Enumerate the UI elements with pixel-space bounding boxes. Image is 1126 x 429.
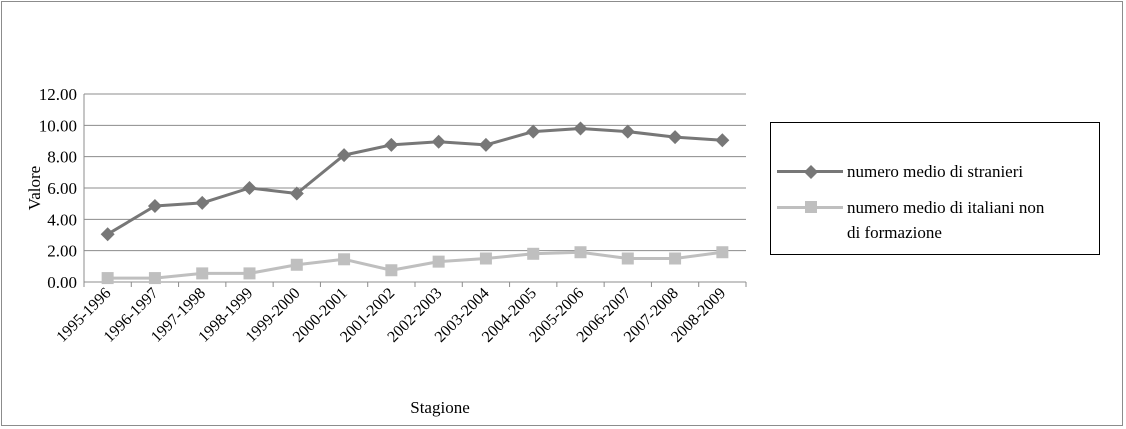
y-axis-label: Valore: [25, 166, 44, 210]
series-line: [107, 250, 723, 280]
data-point: [385, 264, 398, 277]
y-tick-labels: 0.00 2.00 4.00 6.00 8.00 10.00 12.00: [39, 85, 77, 292]
data-point: [338, 253, 351, 266]
series-layer: [100, 121, 730, 285]
data-point: [337, 148, 352, 163]
y-tick-label: 6.00: [47, 179, 77, 198]
data-point: [431, 134, 446, 149]
square-marker-icon: [805, 201, 817, 213]
data-point: [147, 199, 162, 214]
data-point: [290, 258, 303, 271]
data-point: [620, 124, 635, 139]
series-line: [106, 126, 723, 236]
data-point: [196, 267, 209, 280]
y-tick-label: 0.00: [47, 273, 77, 292]
y-tick-label: 10.00: [39, 116, 77, 135]
x-axis-label: Stagione: [410, 398, 470, 417]
y-tick-label: 4.00: [47, 210, 77, 229]
data-point: [573, 121, 588, 136]
x-tick-labels: 1995-19961996-19971997-19981998-19991999…: [53, 285, 729, 346]
data-point: [527, 247, 540, 260]
legend-label-italiani-2: di formazione: [847, 223, 942, 242]
data-point: [432, 255, 445, 268]
data-point: [478, 137, 493, 152]
y-tick-label: 2.00: [47, 242, 77, 261]
data-point: [148, 272, 161, 285]
series-2: [101, 246, 729, 285]
series-1: [100, 121, 730, 242]
data-point: [716, 246, 729, 259]
data-point: [384, 137, 399, 152]
legend-label-stranieri: numero medio di stranieri: [847, 162, 1024, 181]
legend: numero medio di stranieri numero medio d…: [770, 122, 1100, 255]
grid-lines: [83, 93, 747, 287]
y-tick-label: 12.00: [39, 85, 77, 104]
data-point: [100, 227, 115, 242]
data-point: [101, 272, 114, 285]
data-point: [289, 186, 304, 201]
data-point: [195, 195, 210, 210]
data-point: [243, 267, 256, 280]
data-point: [621, 252, 634, 265]
legend-label-italiani-1: numero medio di italiani non: [847, 198, 1045, 217]
data-point: [574, 246, 587, 259]
y-tick-label: 8.00: [47, 148, 77, 167]
diamond-marker-icon: [804, 165, 818, 179]
data-point: [242, 181, 257, 195]
data-point: [526, 124, 541, 139]
data-point: [479, 252, 492, 265]
data-point: [668, 130, 683, 145]
data-point: [669, 252, 682, 265]
data-point: [715, 133, 730, 148]
